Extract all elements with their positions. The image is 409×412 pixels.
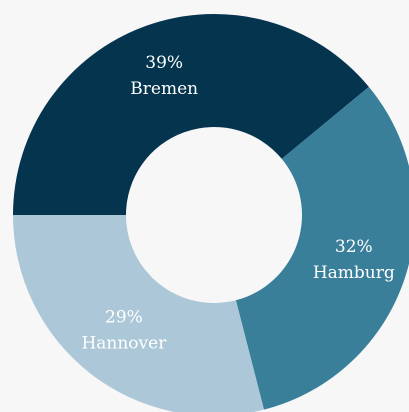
donut-slice [13, 215, 264, 412]
slice-value-label: 39% [145, 53, 183, 73]
slice-category-label: Hannover [81, 334, 167, 354]
donut-slice [13, 14, 369, 216]
slice-category-label: Bremen [130, 79, 198, 99]
slice-value-label: 32% [335, 237, 373, 257]
slice-value-label: 29% [105, 308, 143, 328]
slice-category-label: Hamburg [313, 263, 395, 283]
donut-slice [235, 86, 409, 410]
